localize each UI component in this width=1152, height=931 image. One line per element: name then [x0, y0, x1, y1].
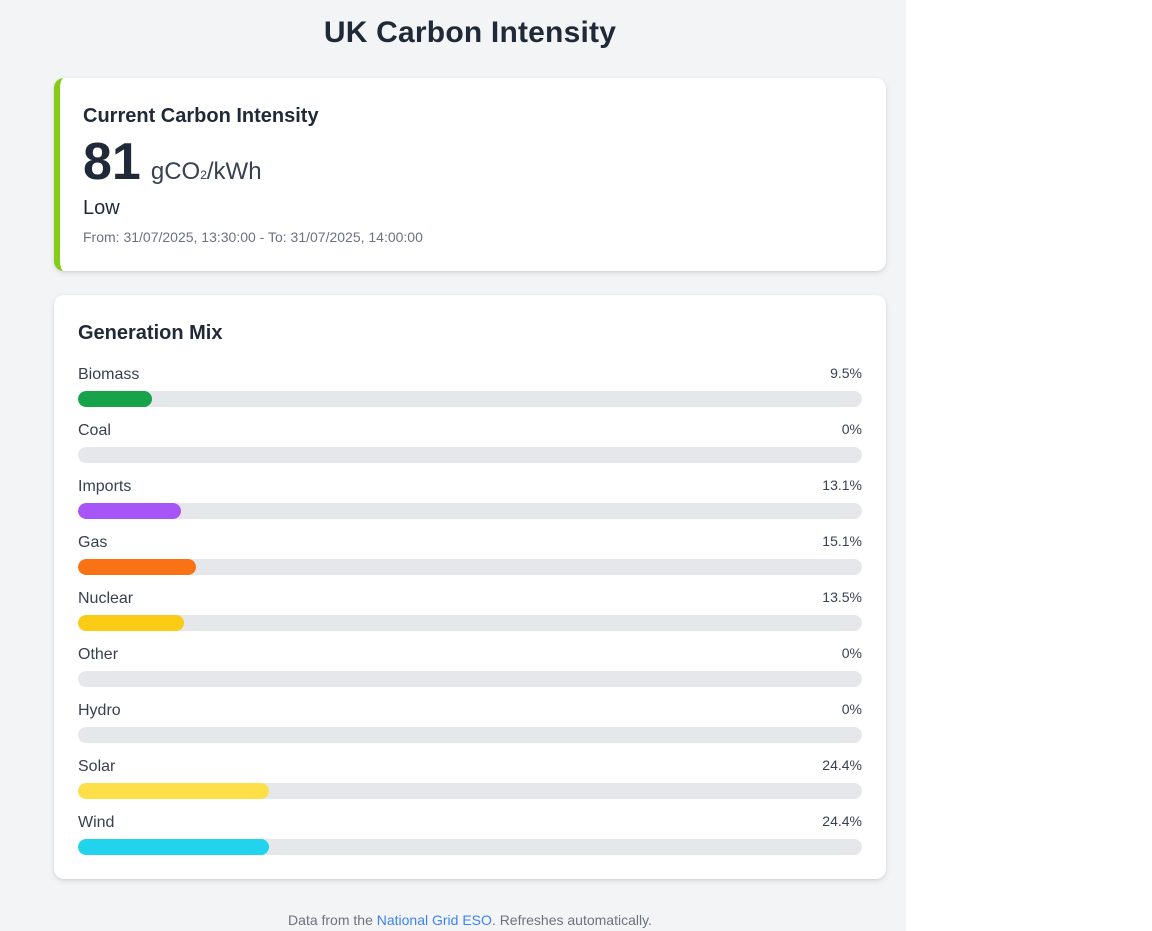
mix-label: Wind — [78, 814, 115, 831]
mix-bar-track — [78, 615, 862, 631]
mix-bar-track — [78, 671, 862, 687]
mix-bar-fill — [78, 615, 184, 631]
mix-label: Hydro — [78, 702, 121, 719]
mix-item-hydro: Hydro 0% — [78, 701, 862, 757]
mix-bar-fill — [78, 783, 270, 799]
unit-prefix: gCO — [150, 158, 201, 185]
mix-label: Coal — [78, 422, 111, 439]
mix-bar-track — [78, 447, 862, 463]
mix-item-coal: Coal 0% — [78, 421, 862, 477]
mix-label: Nuclear — [78, 590, 134, 607]
intensity-value: 81 — [83, 133, 141, 191]
mix-item-biomass: Biomass 9.5% — [78, 365, 862, 421]
mix-percentage: 0% — [841, 701, 862, 717]
generation-mix-list: Biomass 9.5% Coal 0% Imports 13.1% Gas 15.1% Nuc… — [78, 365, 862, 869]
mix-item-other: Other 0% — [78, 645, 862, 701]
mix-percentage: 24.4% — [822, 813, 862, 829]
mix-item-solar: Solar 24.4% — [78, 757, 862, 813]
mix-bar-track — [78, 783, 862, 799]
mix-percentage: 9.5% — [830, 365, 862, 381]
mix-item-imports: Imports 13.1% — [78, 477, 862, 533]
mix-bar-fill — [78, 391, 153, 407]
mix-label: Solar — [78, 758, 116, 775]
mix-bar-track — [78, 503, 862, 519]
intensity-row: 81 gCO2/kWh — [83, 133, 262, 191]
generation-mix-heading: Generation Mix — [78, 322, 223, 344]
mix-label: Gas — [78, 534, 108, 551]
current-intensity-heading: Current Carbon Intensity — [83, 105, 319, 127]
national-grid-link[interactable]: National Grid ESO — [376, 912, 492, 928]
footer-prefix: Data from the — [288, 912, 377, 928]
mix-bar-fill — [78, 839, 270, 855]
mix-bar-track — [78, 839, 862, 855]
page-title: UK Carbon Intensity — [323, 16, 617, 49]
mix-label: Other — [78, 646, 119, 663]
mix-percentage: 15.1% — [822, 533, 862, 549]
mix-label: Imports — [78, 478, 132, 495]
generation-mix-card: Generation Mix Biomass 9.5% Coal 0% Imports 1… — [54, 295, 886, 879]
intensity-unit: gCO2/kWh — [151, 158, 262, 186]
mix-percentage: 13.1% — [822, 477, 862, 493]
mix-bar-fill — [78, 503, 181, 519]
mix-percentage: 0% — [841, 421, 862, 437]
footer-suffix: . Refreshes automatically. — [491, 912, 652, 928]
mix-item-wind: Wind 24.4% — [78, 813, 862, 869]
mix-bar-track — [78, 727, 862, 743]
mix-percentage: 13.5% — [822, 589, 862, 605]
intensity-period: From: 31/07/2025, 13:30:00 - To: 31/07/2… — [83, 229, 423, 245]
unit-subscript: 2 — [200, 168, 207, 182]
app-container: UK Carbon Intensity Current Carbon Inten… — [0, 0, 906, 931]
mix-item-gas: Gas 15.1% — [78, 533, 862, 589]
intensity-index: Low — [83, 197, 120, 219]
footer: Data from the National Grid ESO. Refresh… — [0, 912, 940, 928]
mix-percentage: 0% — [841, 645, 862, 661]
mix-bar-fill — [78, 559, 197, 575]
mix-bar-track — [78, 391, 862, 407]
mix-item-nuclear: Nuclear 13.5% — [78, 589, 862, 645]
unit-suffix: /kWh — [206, 158, 262, 185]
current-intensity-card: Current Carbon Intensity 81 gCO2/kWh Low… — [54, 78, 886, 271]
mix-label: Biomass — [78, 366, 140, 383]
mix-bar-track — [78, 559, 862, 575]
mix-percentage: 24.4% — [822, 757, 862, 773]
